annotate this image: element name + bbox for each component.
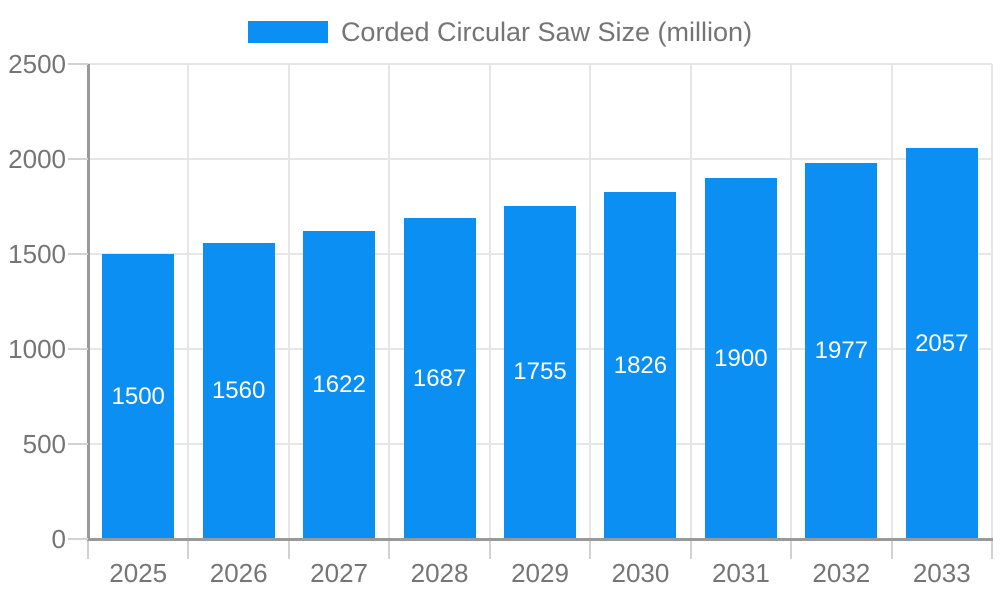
x-tick-mark — [87, 541, 89, 559]
x-tick-mark — [790, 541, 793, 559]
x-tick-mark — [388, 541, 391, 559]
bar-2026[interactable]: 1560 — [202, 242, 275, 539]
x-tick-mark — [589, 541, 592, 559]
y-tick-mark — [68, 538, 88, 540]
y-axis-tick-label: 500 — [22, 429, 66, 459]
bar-2032[interactable]: 1977 — [805, 163, 878, 539]
y-axis-tick-label: 2000 — [8, 144, 66, 174]
h-gridline — [88, 63, 992, 65]
y-tick-mark — [68, 158, 88, 160]
bar-2033[interactable]: 2057 — [905, 148, 978, 539]
bar-value-label: 2057 — [915, 329, 969, 357]
v-gridline — [488, 64, 491, 539]
bar-2025[interactable]: 1500 — [102, 254, 175, 539]
x-tick-mark — [287, 541, 290, 559]
x-tick-mark — [991, 541, 993, 559]
v-gridline — [287, 64, 290, 539]
chart-legend-item[interactable]: Corded Circular Saw Size (million) — [0, 18, 1000, 46]
v-gridline — [187, 64, 190, 539]
v-gridline — [589, 64, 592, 539]
v-gridline — [388, 64, 391, 539]
x-tick-mark — [890, 541, 893, 559]
bar-value-label: 1755 — [513, 358, 567, 386]
y-tick-mark — [68, 348, 88, 350]
bar-2030[interactable]: 1826 — [604, 192, 677, 539]
x-axis-line — [87, 538, 993, 541]
bar-2028[interactable]: 1687 — [403, 218, 476, 539]
y-tick-mark — [68, 63, 88, 65]
x-axis-tick-label: 2032 — [812, 558, 871, 588]
bar-value-label: 1622 — [312, 370, 366, 398]
x-axis-tick-label: 2031 — [711, 558, 770, 588]
y-axis-tick-label: 1500 — [8, 239, 66, 269]
h-gridline — [88, 158, 992, 160]
bar-value-label: 1687 — [412, 364, 467, 392]
x-axis-tick-label: 2033 — [912, 558, 971, 588]
y-axis-tick-label: 1000 — [8, 334, 66, 364]
v-gridline — [890, 64, 893, 539]
y-tick-mark — [68, 443, 88, 445]
x-tick-mark — [488, 541, 491, 559]
legend-swatch — [247, 21, 328, 43]
y-tick-mark — [68, 253, 88, 255]
y-axis-tick-label: 0 — [51, 524, 66, 554]
x-axis-tick-label: 2025 — [109, 558, 168, 588]
bar-2031[interactable]: 1900 — [704, 178, 777, 539]
bar-value-label: 1977 — [814, 337, 869, 365]
bar-2029[interactable]: 1755 — [504, 205, 576, 539]
x-axis-tick-label: 2028 — [410, 558, 469, 588]
x-axis-tick-label: 2027 — [310, 558, 369, 588]
bar-value-label: 1560 — [211, 376, 266, 404]
bar-2027[interactable]: 1622 — [303, 230, 376, 539]
bar-value-label: 1826 — [613, 351, 668, 379]
x-tick-mark — [689, 541, 692, 559]
v-gridline — [991, 64, 993, 539]
x-axis-tick-label: 2029 — [511, 558, 569, 588]
y-axis-line — [87, 64, 90, 541]
bar-value-label: 1900 — [714, 344, 768, 372]
bar-value-label: 1500 — [111, 382, 165, 410]
x-axis-tick-label: 2026 — [209, 558, 268, 588]
y-axis-tick-label: 2500 — [8, 49, 66, 79]
v-gridline — [689, 64, 692, 539]
x-tick-mark — [187, 541, 190, 559]
x-axis-tick-label: 2030 — [611, 558, 670, 588]
legend-label: Corded Circular Saw Size (million) — [340, 17, 753, 47]
v-gridline — [790, 64, 793, 539]
